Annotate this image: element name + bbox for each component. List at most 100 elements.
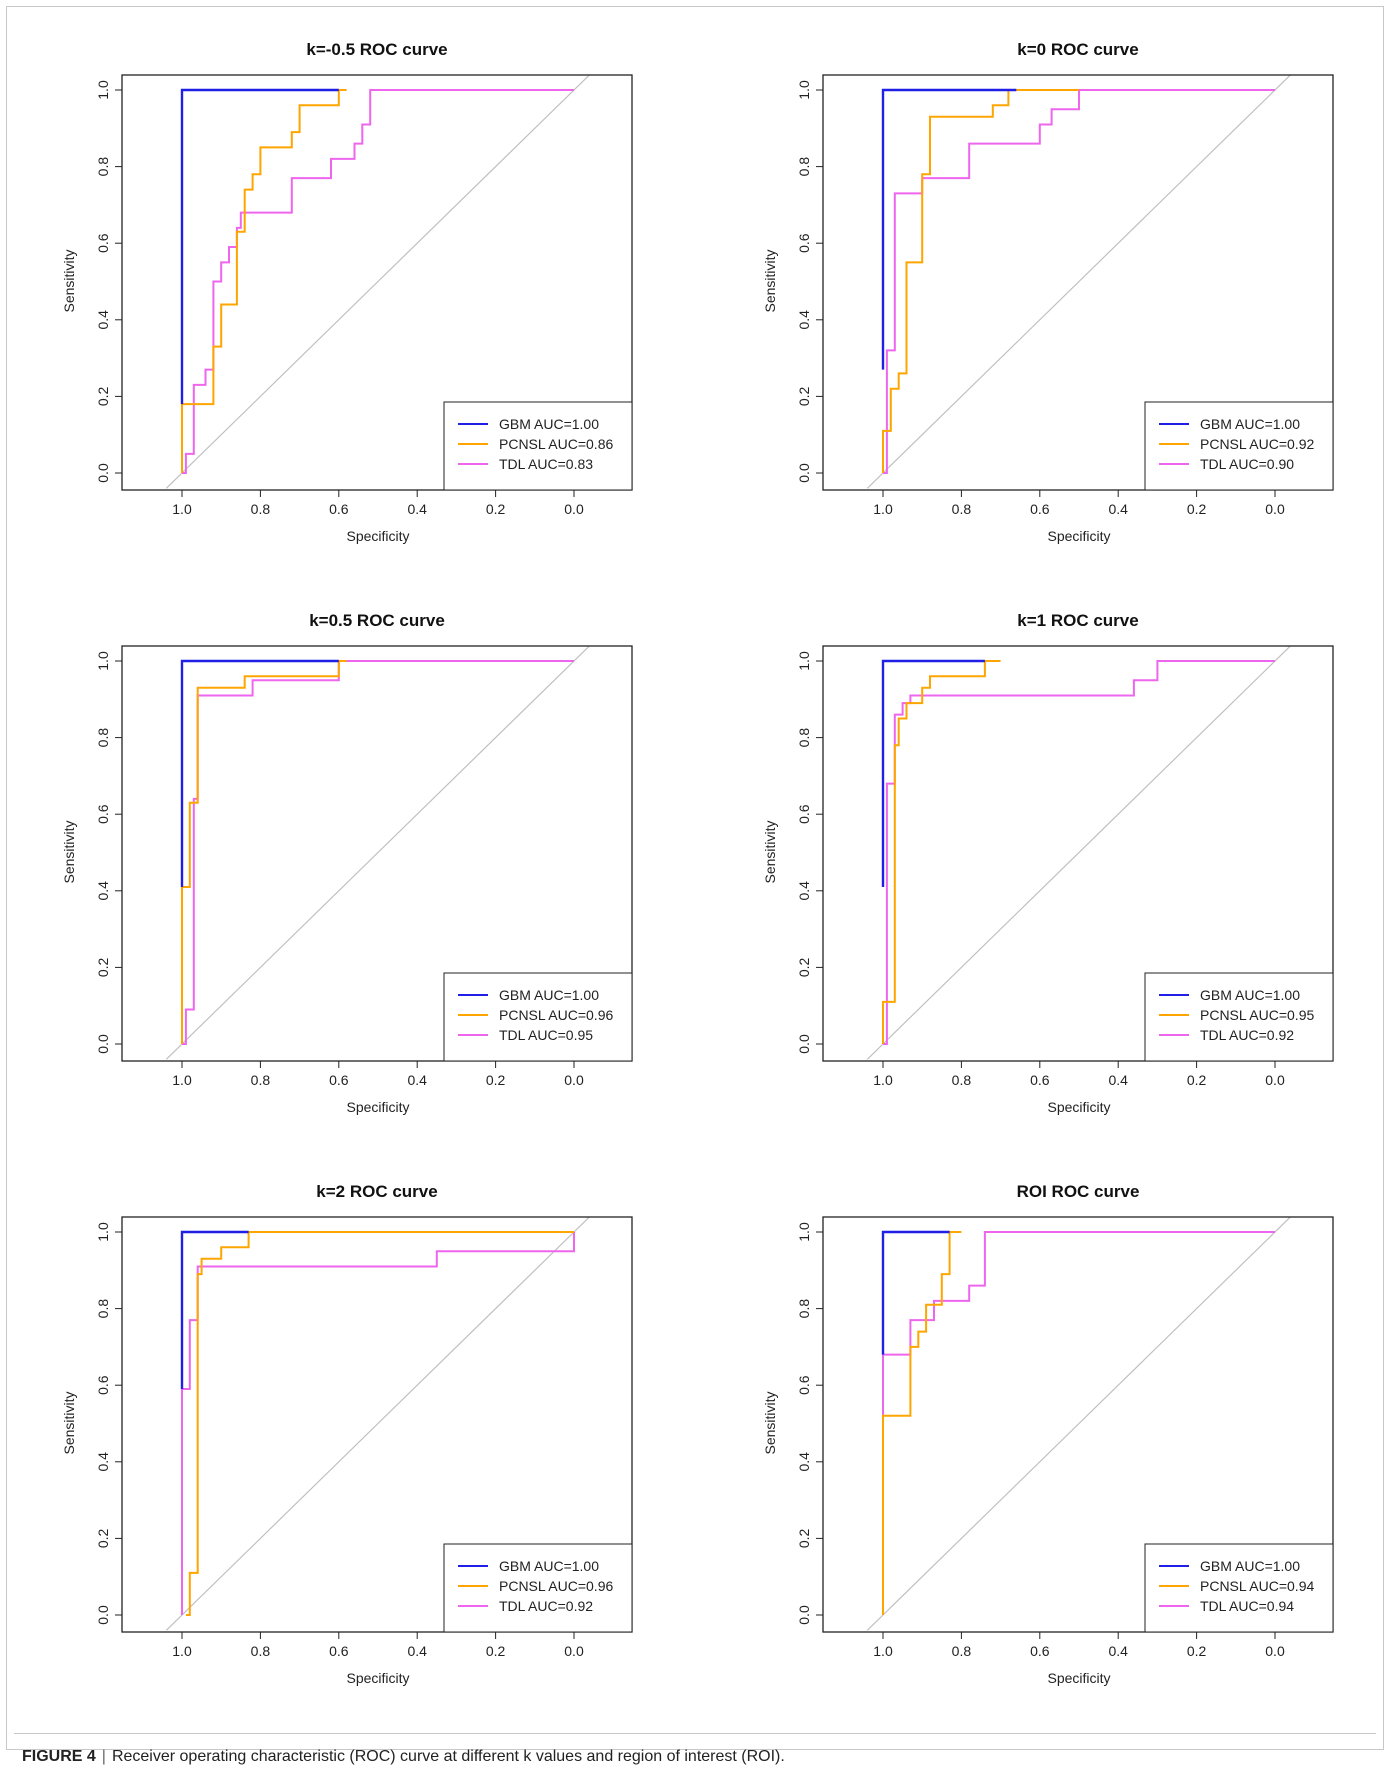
y-tick-label: 0.6: [95, 1375, 111, 1395]
y-tick-label: 0.6: [796, 1375, 812, 1395]
panel-title: k=0 ROC curve: [1017, 40, 1138, 59]
x-tick-label: 0.0: [1265, 501, 1285, 517]
x-tick-label: 1.0: [873, 1643, 893, 1659]
y-tick-label: 0.8: [796, 1299, 812, 1319]
y-tick-label: 1.0: [796, 651, 812, 671]
legend-label-gbm: GBM AUC=1.00: [1200, 416, 1300, 432]
x-tick-label: 0.8: [952, 501, 972, 517]
y-tick-label: 0.0: [796, 1034, 812, 1054]
x-tick-label: 0.8: [251, 1643, 271, 1659]
series-line-gbm: [881, 1230, 950, 1355]
x-tick-label: 0.4: [1108, 1072, 1128, 1088]
x-tick-label: 0.4: [407, 1643, 427, 1659]
series-line-gbm: [180, 1230, 249, 1389]
roc-panel-5: k=2 ROC curve 1.0 0.8 0.6 0.4 0.2 0.0 Specifici…: [61, 1182, 633, 1686]
legend: GBM AUC=1.00 PCNSL AUC=0.86 TDL AUC=0.83: [443, 401, 633, 491]
legend-label-tdl: TDL AUC=0.92: [499, 1598, 593, 1614]
y-axis-label: Sensitivity: [61, 820, 77, 883]
x-tick-label: 0.8: [952, 1072, 972, 1088]
y-tick-label: 0.6: [95, 804, 111, 824]
x-tick-label: 0.8: [251, 501, 271, 517]
caption-label: FIGURE 4: [22, 1748, 96, 1765]
y-tick-label: 0.2: [796, 1528, 812, 1548]
x-tick-label: 0.6: [329, 501, 349, 517]
series-line-pcnsl: [882, 1231, 962, 1615]
y-axis-label: Sensitivity: [762, 820, 778, 883]
diagonal-reference-line: [866, 75, 1292, 489]
legend-label-pcnsl: PCNSL AUC=0.86: [499, 436, 613, 452]
x-tick-label: 0.0: [564, 1072, 584, 1088]
y-tick-label: 0.6: [95, 233, 111, 253]
x-axis-label: Specificity: [1047, 528, 1110, 544]
x-tick-label: 0.0: [1265, 1072, 1285, 1088]
y-tick-label: 0.2: [796, 957, 812, 977]
series-line-pcnsl: [181, 660, 347, 1044]
x-tick-label: 0.4: [1108, 1643, 1128, 1659]
x-tick-label: 1.0: [172, 1643, 192, 1659]
x-tick-label: 1.0: [873, 1072, 893, 1088]
legend-label-pcnsl: PCNSL AUC=0.96: [499, 1007, 613, 1023]
y-tick-label: 0.8: [95, 728, 111, 748]
y-tick-label: 1.0: [95, 651, 111, 671]
y-tick-label: 0.2: [95, 386, 111, 406]
legend: GBM AUC=1.00 PCNSL AUC=0.92 TDL AUC=0.90: [1144, 401, 1334, 491]
x-axis-label: Specificity: [1047, 1099, 1110, 1115]
y-tick-label: 0.0: [95, 1034, 111, 1054]
x-tick-label: 0.4: [407, 501, 427, 517]
legend-box: [1144, 401, 1334, 491]
x-tick-label: 0.2: [486, 501, 506, 517]
x-tick-label: 1.0: [873, 501, 893, 517]
panel-title: k=0.5 ROC curve: [309, 611, 445, 630]
diagonal-reference-line: [165, 1217, 591, 1631]
x-axis-label: Specificity: [1047, 1670, 1110, 1686]
y-tick-label: 0.2: [796, 386, 812, 406]
y-tick-label: 0.2: [95, 957, 111, 977]
legend-label-gbm: GBM AUC=1.00: [499, 416, 599, 432]
plot-box: [121, 1216, 633, 1633]
series-line-pcnsl: [882, 89, 1079, 473]
plot-box: [822, 645, 1334, 1062]
x-tick-label: 0.8: [251, 1072, 271, 1088]
legend-label-gbm: GBM AUC=1.00: [499, 1558, 599, 1574]
legend-box: [443, 401, 633, 491]
legend: GBM AUC=1.00 PCNSL AUC=0.94 TDL AUC=0.94: [1144, 1543, 1334, 1633]
legend: GBM AUC=1.00 PCNSL AUC=0.95 TDL AUC=0.92: [1144, 972, 1334, 1062]
x-tick-label: 0.0: [564, 1643, 584, 1659]
series-line-tdl: [883, 89, 1275, 474]
y-tick-label: 0.8: [796, 157, 812, 177]
plot-box: [822, 1216, 1334, 1633]
legend-label-tdl: TDL AUC=0.83: [499, 456, 593, 472]
legend-box: [1144, 972, 1334, 1062]
legend-label-pcnsl: PCNSL AUC=0.94: [1200, 1578, 1314, 1594]
caption-divider: [14, 1733, 1376, 1734]
panel-title: k=2 ROC curve: [316, 1182, 437, 1201]
y-tick-label: 1.0: [95, 1222, 111, 1242]
legend-label-tdl: TDL AUC=0.95: [499, 1027, 593, 1043]
legend: GBM AUC=1.00 PCNSL AUC=0.96 TDL AUC=0.92: [443, 1543, 633, 1633]
roc-panel-1: k=-0.5 ROC curve 1.0 0.8 0.6 0.4 0.2 0.0 Specif…: [61, 40, 633, 544]
y-tick-label: 0.4: [796, 310, 812, 330]
y-tick-label: 0.0: [95, 463, 111, 483]
y-axis-label: Sensitivity: [762, 249, 778, 312]
y-tick-label: 0.6: [796, 233, 812, 253]
series-line-gbm: [180, 88, 339, 405]
x-tick-label: 0.4: [407, 1072, 427, 1088]
figure-caption: FIGURE 4 | Receiver operating characterist…: [22, 1748, 785, 1766]
x-tick-label: 0.6: [1030, 1072, 1050, 1088]
x-axis-label: Specificity: [346, 1099, 409, 1115]
legend-label-pcnsl: PCNSL AUC=0.96: [499, 1578, 613, 1594]
x-tick-label: 0.6: [329, 1643, 349, 1659]
x-tick-label: 0.6: [1030, 501, 1050, 517]
legend-box: [443, 972, 633, 1062]
caption-separator: |: [101, 1748, 106, 1765]
y-tick-label: 0.4: [95, 310, 111, 330]
y-tick-label: 1.0: [796, 80, 812, 100]
y-tick-label: 1.0: [95, 80, 111, 100]
legend-label-tdl: TDL AUC=0.90: [1200, 456, 1294, 472]
legend-box: [1144, 1543, 1334, 1633]
roc-panel-4: k=1 ROC curve 1.0 0.8 0.6 0.4 0.2 0.0 Specifici…: [762, 611, 1334, 1115]
x-tick-label: 0.2: [486, 1643, 506, 1659]
y-tick-label: 0.2: [95, 1528, 111, 1548]
y-axis-label: Sensitivity: [61, 1391, 77, 1454]
plot-box: [121, 645, 633, 1062]
